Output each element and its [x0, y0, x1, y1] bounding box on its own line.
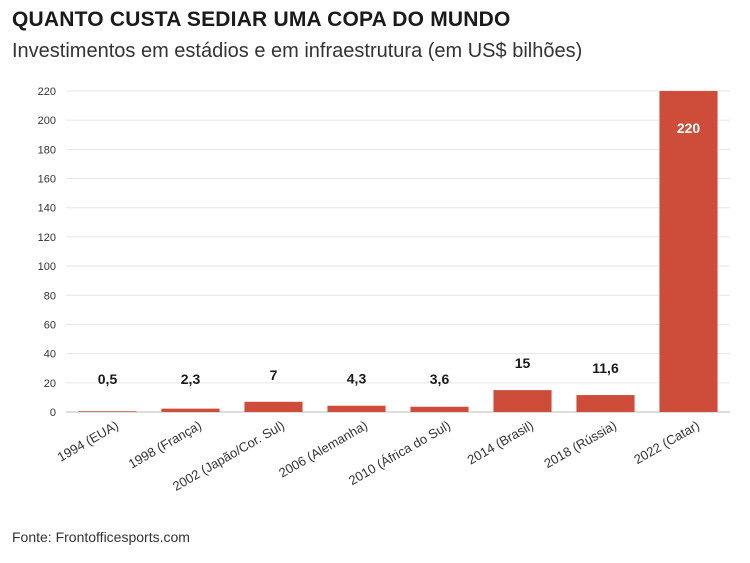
- y-tick-label: 140: [38, 203, 56, 215]
- source-note: Fonte: Frontofficesports.com: [12, 529, 190, 545]
- data-label: 4,3: [347, 371, 367, 387]
- category-labels: 1994 (EUA) 1998 (França)2002 (Japão/Cor. …: [55, 418, 702, 494]
- y-tick-label: 20: [44, 378, 56, 390]
- bar: [659, 91, 718, 412]
- x-tick-label: 2018 (Rússia): [541, 418, 619, 471]
- bar: [161, 408, 220, 412]
- y-tick-label: 40: [44, 349, 56, 361]
- y-tick-label: 60: [44, 319, 56, 331]
- data-label: 0,5: [98, 371, 118, 387]
- y-tick-label: 0: [50, 407, 56, 419]
- x-tick-label: 2022 (Catar): [631, 418, 702, 467]
- y-tick-label: 180: [38, 144, 56, 156]
- y-tick-label: 120: [38, 232, 56, 244]
- y-tick-label: 100: [38, 261, 56, 273]
- bar-chart: 0 20 40 60 80 100 120 140 160 180 200 220 0,5 2,3 7 4,…: [38, 86, 730, 494]
- data-label: 220: [677, 120, 701, 136]
- chart-subtitle: Investimentos em estádios e em infraestr…: [12, 40, 583, 62]
- y-tick-label: 200: [38, 115, 56, 127]
- value-labels: 0,5 2,3 7 4,3 3,6 15 11,6 220: [98, 120, 701, 387]
- x-tick-label: 1998 (França): [126, 418, 204, 472]
- data-label: 15: [515, 355, 531, 371]
- grid-lines: [66, 90, 730, 413]
- data-label: 11,6: [592, 360, 619, 376]
- bar: [576, 395, 635, 412]
- x-tick-label: 1994 (EUA): [55, 418, 121, 465]
- bar: [78, 411, 137, 412]
- bars: [78, 91, 718, 412]
- y-tick-label: 220: [38, 86, 56, 98]
- y-axis-ticks: 0 20 40 60 80 100 120 140 160 180 200 220: [38, 86, 56, 419]
- data-label: 7: [270, 367, 278, 383]
- y-tick-label: 160: [38, 174, 56, 186]
- y-tick-label: 80: [44, 290, 56, 302]
- chart-title: QUANTO CUSTA SEDIAR UMA COPA DO MUNDO: [12, 8, 511, 31]
- data-label: 3,6: [430, 371, 450, 387]
- bar: [327, 405, 386, 412]
- x-tick-label: 2014 (Brasil): [465, 418, 536, 468]
- bar: [244, 401, 303, 412]
- bar: [493, 390, 552, 412]
- data-label: 2,3: [181, 371, 201, 387]
- bar: [410, 406, 469, 412]
